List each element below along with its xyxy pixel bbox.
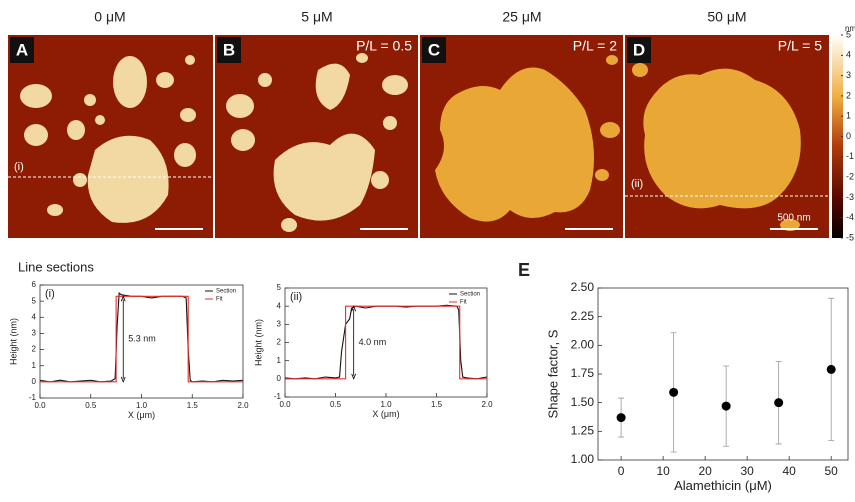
ratio-label: P/L = 0.5	[356, 38, 412, 54]
line-series	[40, 295, 243, 383]
x-tick-label: 0.0	[34, 401, 46, 410]
y-tick-label: 2.25	[571, 309, 595, 323]
y-tick-label: 4	[277, 301, 282, 310]
y-tick-label: -1	[29, 393, 37, 402]
afm-image: 25 μM C P/L = 2	[420, 9, 623, 238]
arrow-head	[120, 295, 126, 383]
y-tick-label: 1.50	[571, 395, 595, 409]
annotation: 5.3 nm	[128, 333, 156, 343]
x-axis-label: X (μm)	[372, 409, 399, 419]
y-axis-label: Shape factor, S	[545, 329, 560, 418]
y-tick-label: 1	[32, 361, 37, 370]
x-tick-label: 50	[825, 464, 839, 478]
y-tick-label: 0	[277, 374, 282, 383]
afm-image: 50 μM (ii) 500 nm D P/L = 5	[625, 9, 829, 238]
y-tick-label: 1.75	[571, 366, 595, 380]
line-label: (i)	[14, 161, 24, 173]
colorbar-label: nm	[845, 24, 855, 33]
x-tick-label: 40	[782, 464, 796, 478]
scale-bar-label: 500 nm	[777, 213, 810, 224]
plot-frame	[597, 287, 849, 461]
y-tick-label: 4	[32, 312, 37, 321]
panel-letter: A	[16, 40, 28, 59]
colorbar-tick-label: 5	[846, 29, 851, 39]
section-heading: Line sections	[18, 259, 94, 274]
y-tick-label: 5	[277, 283, 282, 292]
point	[721, 401, 731, 411]
x-tick-label: 2.0	[481, 400, 493, 409]
colorbar-tick-label: -5	[846, 232, 854, 242]
legend-label: Section	[460, 292, 480, 298]
colorbar-tick-label: 1	[846, 111, 851, 121]
arrow-head	[351, 305, 357, 380]
y-tick-label: 3	[32, 329, 37, 338]
point	[669, 387, 679, 397]
x-tick-label: 2.0	[237, 401, 249, 410]
panel-letter: E	[518, 260, 530, 280]
line-label: (ii)	[631, 178, 643, 190]
y-tick-label: 2	[32, 345, 37, 354]
colorbar-tick-label: 4	[846, 50, 851, 60]
x-tick-label: 30	[740, 464, 754, 478]
y-tick-label: 2.50	[571, 280, 595, 294]
legend-label: Fit	[216, 297, 223, 303]
x-tick-label: 0.5	[330, 400, 342, 409]
x-tick-label: 0	[618, 464, 625, 478]
x-tick-label: 1.5	[187, 401, 199, 410]
point	[826, 364, 836, 374]
panel-letter: C	[428, 40, 440, 59]
x-tick-label: 1.5	[431, 400, 443, 409]
y-tick-label: 3	[277, 319, 282, 328]
colorbar	[832, 35, 843, 238]
afm-image: 5 μM B P/L = 0.5	[215, 9, 418, 238]
y-tick-label: 2	[277, 338, 282, 347]
colorbar-tick-label: 3	[846, 70, 851, 80]
ratio-label: P/L = 5	[778, 38, 822, 54]
image-title: 0 μM	[94, 9, 125, 25]
y-tick-label: 0	[32, 377, 37, 386]
panel-letter: B	[223, 40, 235, 59]
x-tick-label: 1.0	[380, 400, 392, 409]
chart-label: (ii)	[290, 291, 302, 303]
legend-label: Section	[216, 289, 236, 295]
panel-letter: D	[633, 40, 645, 59]
image-title: 5 μM	[301, 9, 332, 25]
colorbar-tick-label: 0	[846, 131, 851, 141]
colorbar-tick-label: -3	[846, 192, 854, 202]
y-tick-label: -1	[274, 392, 282, 401]
x-tick-label: 0.0	[279, 400, 291, 409]
y-tick-label: 1.25	[571, 424, 595, 438]
y-tick-label: 1.00	[571, 452, 595, 466]
colorbar-tick-label: -1	[846, 151, 854, 161]
y-tick-label: 1	[277, 356, 282, 365]
colorbar-tick-label: -4	[846, 212, 854, 222]
image-title: 50 μM	[707, 9, 746, 25]
line-series	[285, 305, 487, 380]
afm-image: 0 μM (i) A	[8, 9, 213, 238]
chart-label: (i)	[45, 288, 55, 300]
legend-label: Fit	[460, 300, 467, 306]
annotation: 4.0 nm	[359, 337, 387, 347]
colorbar-tick-label: -2	[846, 171, 854, 181]
y-axis-label: Height (nm)	[8, 318, 18, 365]
y-tick-label: 5	[32, 296, 37, 305]
point	[616, 413, 626, 423]
x-tick-label: 10	[656, 464, 670, 478]
x-axis-label: Alamethicin (μM)	[674, 478, 772, 493]
colorbar-tick-label: 2	[846, 90, 851, 100]
ratio-label: P/L = 2	[573, 38, 617, 54]
x-tick-label: 0.5	[85, 401, 97, 410]
y-axis-label: Height (nm)	[253, 319, 263, 366]
point	[774, 398, 784, 408]
y-tick-label: 6	[32, 280, 37, 289]
image-title: 25 μM	[502, 9, 541, 25]
x-axis-label: X (μm)	[128, 410, 155, 420]
x-tick-label: 20	[698, 464, 712, 478]
x-tick-label: 1.0	[136, 401, 148, 410]
y-tick-label: 2.00	[571, 338, 595, 352]
